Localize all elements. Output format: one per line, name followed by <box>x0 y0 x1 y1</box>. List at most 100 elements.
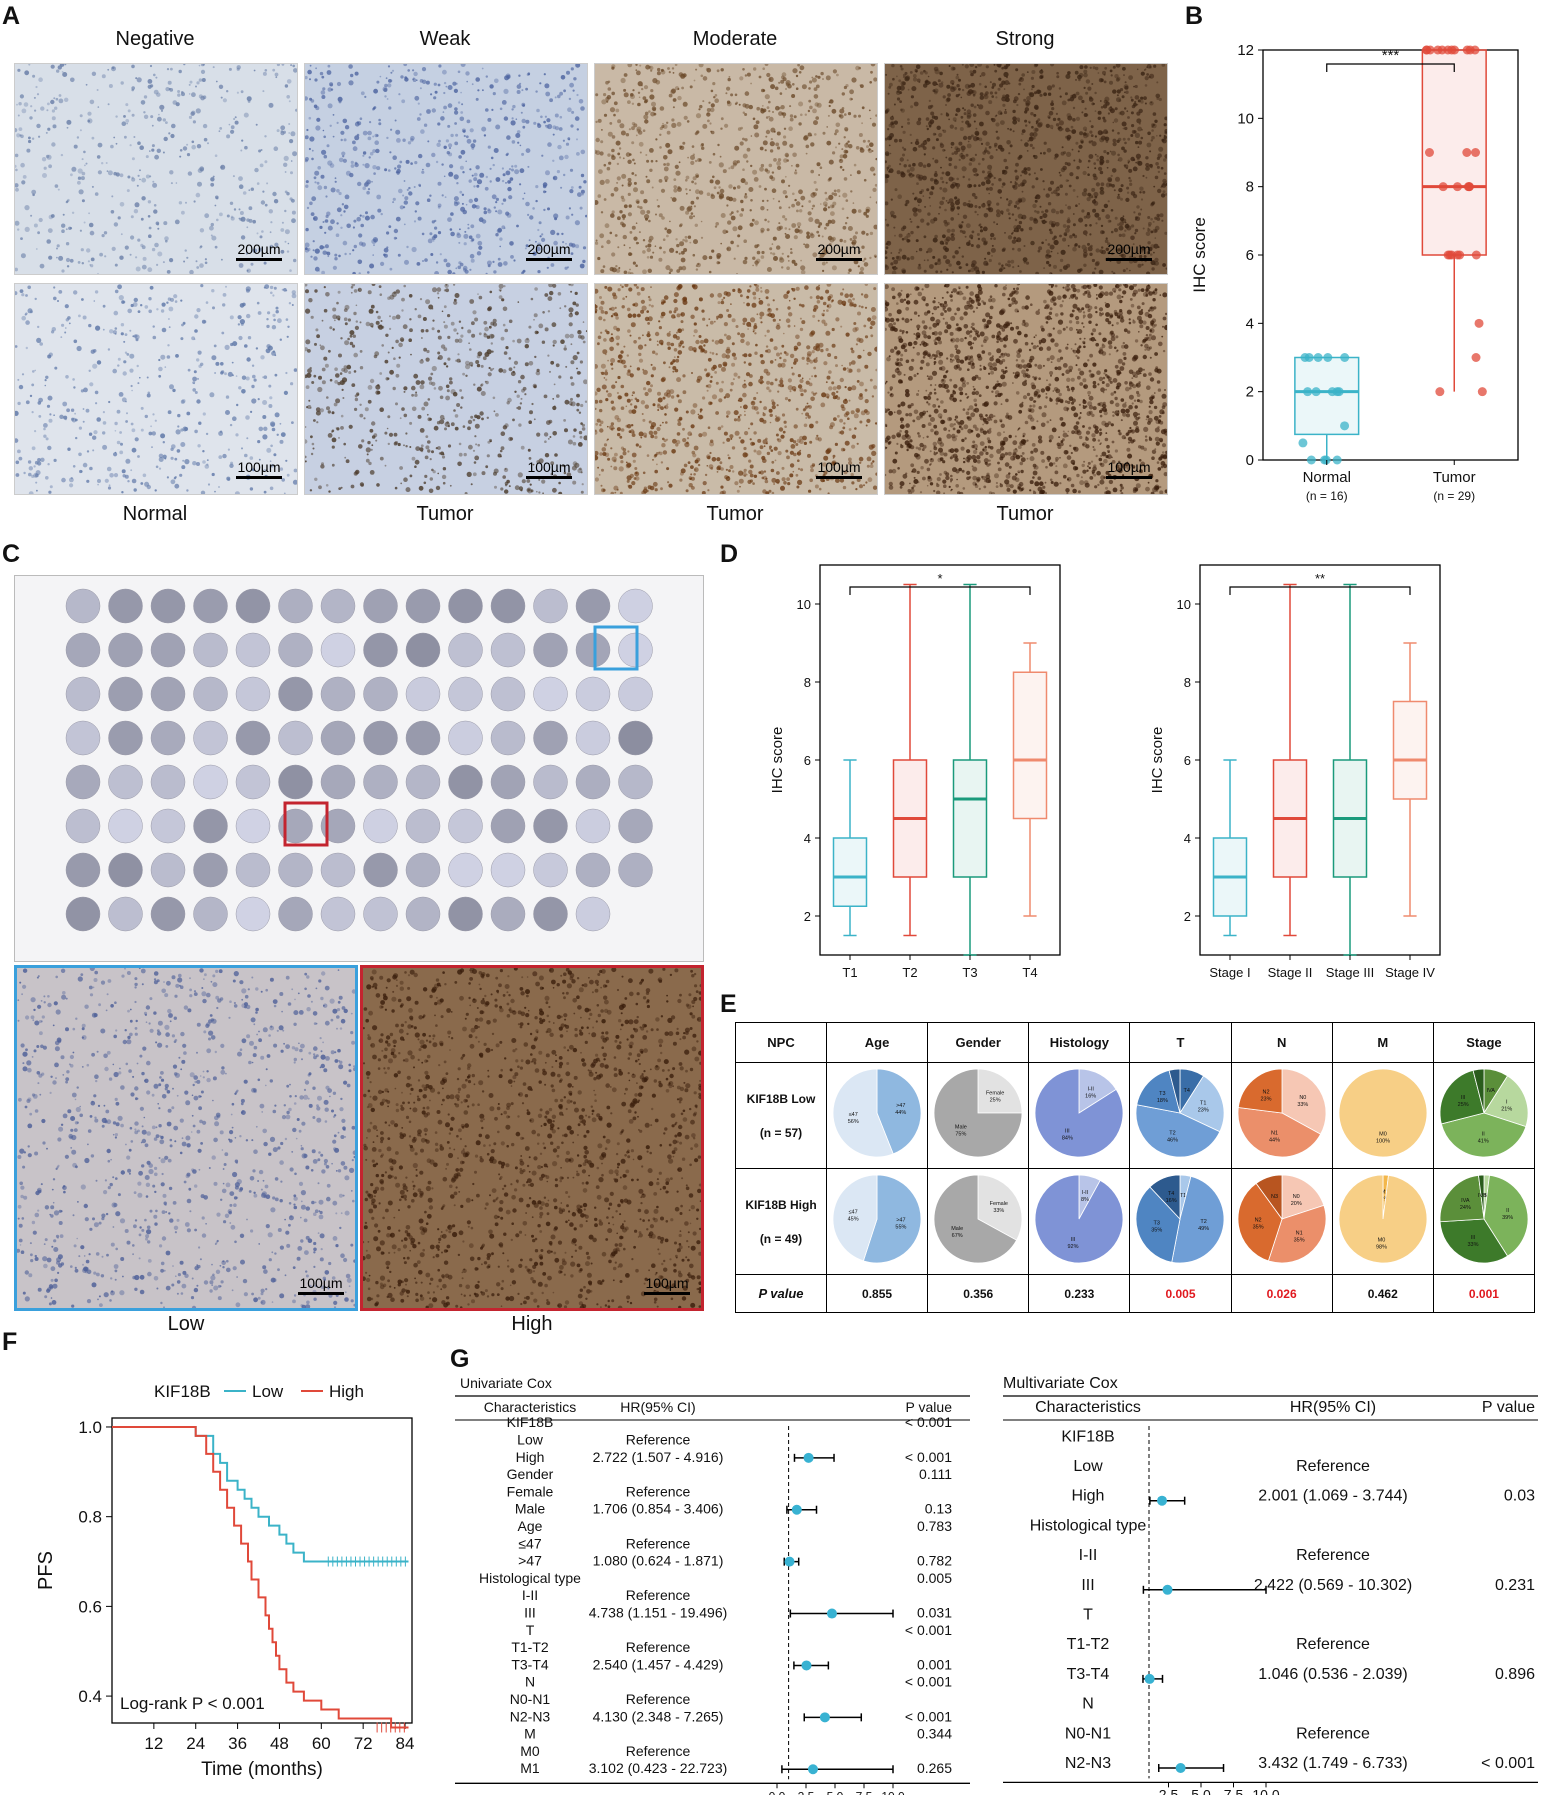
nucleus-dot <box>450 212 454 216</box>
nucleus-dot <box>1095 182 1100 187</box>
nucleus-dot <box>989 91 993 95</box>
nucleus-dot <box>984 176 988 180</box>
nucleus-dot <box>858 114 861 118</box>
nucleus-dot <box>1021 129 1026 133</box>
nucleus-dot <box>875 201 877 204</box>
nucleus-dot <box>236 403 239 407</box>
nucleus-dot <box>1072 246 1077 252</box>
nucleus-dot <box>970 157 976 162</box>
nucleus-dot <box>1072 106 1076 110</box>
nucleus-dot <box>281 64 285 66</box>
nucleus-dot <box>811 77 817 83</box>
nucleus-dot <box>475 205 478 208</box>
nucleus-dot <box>241 139 244 142</box>
nucleus-dot <box>544 190 547 193</box>
nucleus-dot <box>968 178 971 181</box>
nucleus-dot <box>379 407 384 412</box>
nucleus-dot <box>364 181 370 187</box>
nucleus-dot <box>181 323 184 327</box>
nucleus-dot <box>197 168 203 173</box>
nucleus-dot <box>631 102 635 105</box>
nucleus-dot <box>479 172 485 178</box>
nucleus-dot <box>421 232 425 236</box>
nucleus-dot <box>764 187 767 191</box>
nucleus-dot <box>822 78 824 80</box>
nucleus-dot <box>156 308 159 311</box>
nucleus-dot <box>146 393 151 398</box>
nucleus-dot <box>483 207 487 211</box>
nucleus-dot <box>504 468 507 470</box>
nucleus-dot <box>336 207 342 213</box>
nucleus-dot <box>162 118 166 122</box>
nucleus-dot <box>243 112 249 118</box>
nucleus-dot <box>599 428 604 433</box>
nucleus-dot <box>244 453 248 458</box>
nucleus-dot <box>727 77 731 82</box>
nucleus-dot <box>175 182 178 184</box>
nucleus-dot <box>1140 100 1144 104</box>
nucleus-dot <box>842 192 848 198</box>
nucleus-dot <box>15 345 18 348</box>
nucleus-dot <box>19 94 24 99</box>
nucleus-dot <box>798 303 802 307</box>
nucleus-dot <box>487 209 492 214</box>
nucleus-dot <box>393 291 396 294</box>
nucleus-dot <box>973 120 976 123</box>
nucleus-dot <box>680 73 686 79</box>
nucleus-dot <box>1020 197 1026 203</box>
nucleus-dot <box>929 264 934 269</box>
nucleus-dot <box>53 286 56 289</box>
nucleus-dot <box>348 371 352 374</box>
nucleus-dot <box>450 231 455 237</box>
nucleus-dot <box>564 154 569 160</box>
nucleus-dot <box>1015 175 1020 180</box>
nucleus-dot <box>30 214 33 217</box>
nucleus-dot <box>757 438 762 443</box>
nucleus-dot <box>65 375 69 379</box>
nucleus-dot <box>421 67 427 72</box>
nucleus-dot <box>756 106 760 111</box>
nucleus-dot <box>932 146 936 150</box>
nucleus-dot <box>349 341 354 346</box>
nucleus-dot <box>525 87 528 91</box>
nucleus-dot <box>961 221 964 224</box>
nucleus-dot <box>902 269 906 274</box>
nucleus-dot <box>692 253 696 257</box>
nucleus-dot <box>127 308 132 314</box>
nucleus-dot <box>345 459 350 464</box>
nucleus-dot <box>521 118 526 124</box>
nucleus-dot <box>1159 213 1164 218</box>
nucleus-dot <box>152 182 158 188</box>
nucleus-dot <box>510 120 516 126</box>
nucleus-dot <box>47 463 50 466</box>
nucleus-dot <box>468 361 474 367</box>
nucleus-dot <box>932 81 938 86</box>
nucleus-dot <box>514 485 520 491</box>
nucleus-dot <box>1078 217 1084 223</box>
nucleus-dot <box>782 140 788 146</box>
nucleus-dot <box>377 384 380 387</box>
nucleus-dot <box>1083 188 1088 192</box>
nucleus-dot <box>1164 129 1167 133</box>
nucleus-dot <box>696 130 700 134</box>
nucleus-dot <box>859 381 864 387</box>
nucleus-dot <box>314 248 320 254</box>
nucleus-dot <box>585 330 587 333</box>
nucleus-dot <box>851 98 853 101</box>
nucleus-dot <box>64 331 67 334</box>
nucleus-dot <box>669 268 673 273</box>
nucleus-dot <box>423 123 428 127</box>
nucleus-dot <box>476 386 482 392</box>
nucleus-dot <box>1017 247 1022 252</box>
nucleus-dot <box>509 241 514 246</box>
nucleus-dot <box>966 115 971 120</box>
nucleus-dot <box>207 483 211 486</box>
nucleus-dot <box>671 197 677 203</box>
nucleus-dot <box>985 141 990 146</box>
nucleus-dot <box>489 440 492 443</box>
nucleus-dot <box>126 189 130 193</box>
nucleus-dot <box>15 473 20 477</box>
nucleus-dot <box>916 198 922 204</box>
nucleus-dot <box>800 270 806 274</box>
nucleus-dot <box>595 120 598 124</box>
